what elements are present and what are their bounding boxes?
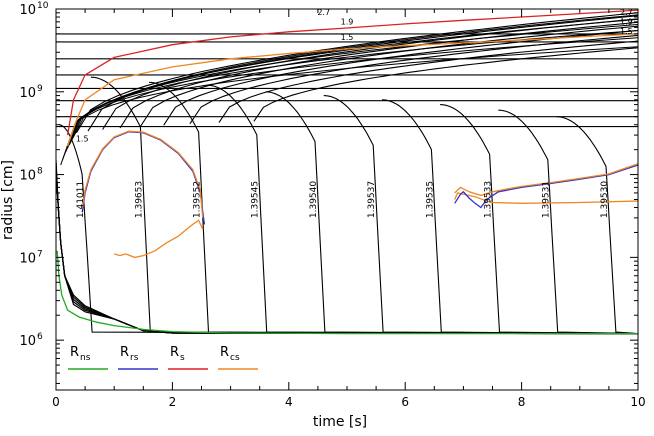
collapsing-shell-7	[440, 104, 638, 335]
shell-mass-label-6: 1.39535	[425, 181, 435, 218]
y-tick-label-10: 10	[19, 3, 36, 18]
collapsing-shell-0	[58, 124, 638, 335]
series-line-0-green	[56, 250, 638, 335]
early-shell-curve-5	[68, 46, 638, 145]
legend-label-cs: R	[220, 345, 229, 360]
y-axis-label: radius [cm]	[0, 160, 16, 240]
x-axis: 0 2 4 6 8 10	[52, 9, 646, 409]
x-tick-label-10: 10	[630, 395, 645, 409]
collapsing-shell-5	[323, 95, 638, 335]
y-tick-exponent-6: 6	[37, 332, 43, 342]
rising-shell-curve-0	[75, 12, 638, 134]
x-tick-label-4: 4	[285, 395, 293, 409]
y-tick-label-8: 10	[19, 169, 36, 184]
series-line-5-orange	[114, 219, 204, 259]
y-tick-label-6: 10	[19, 334, 36, 349]
data-lines: 1.41011 1.39653 1.39552 1.39545 1.39540 1.395…	[56, 8, 638, 335]
shell-mass-label-1: 1.39653	[134, 181, 144, 218]
shell-mass-label-2: 1.39552	[193, 181, 203, 218]
collapsing-shell-8	[498, 109, 638, 335]
series-line-6-orange	[454, 192, 638, 204]
y-tick-label-7: 10	[19, 251, 36, 266]
rising-shell-curve-7	[218, 40, 638, 123]
shell-mass-label-0: 1.41011	[76, 181, 86, 218]
collapsing-shell-1	[90, 76, 638, 335]
legend-subscript-cs: cs	[230, 353, 240, 363]
early-shell-curve-2	[63, 24, 638, 156]
early-shell-curve-4	[67, 37, 638, 149]
legend-label-rs: R	[120, 345, 129, 360]
series-line-8-orange	[454, 163, 638, 197]
shell-mass-label-4: 1.39540	[309, 181, 319, 218]
legend-subscript-rs: rs	[130, 353, 139, 363]
contour-label-5: 1.5	[620, 27, 633, 36]
rising-shell-curve-8	[253, 47, 638, 122]
x-tick-label-6: 6	[401, 395, 409, 409]
contour-label-2: 1.5	[341, 33, 354, 42]
contour-label-3: 2.7	[620, 8, 633, 17]
early-shell-curve-3	[65, 30, 638, 152]
contour-label-6: 1.5	[76, 135, 89, 144]
plot-area: 1.41011 1.39653 1.39552 1.39545 1.39540 1.395…	[56, 8, 638, 335]
contour-label-0: 2.7	[317, 8, 330, 17]
y-tick-exponent-10: 10	[37, 1, 49, 11]
rising-shell-curve-6	[189, 34, 638, 125]
x-tick-label-8: 8	[518, 395, 526, 409]
y-tick-exponent-7: 7	[37, 249, 43, 259]
shell-mass-label-5: 1.39537	[367, 181, 377, 218]
shell-mass-label-9: 1.39530	[600, 181, 610, 218]
rising-shell-curve-4	[139, 25, 638, 127]
legend-label-ns: R	[70, 345, 79, 360]
collapsing-shell-9	[556, 116, 638, 335]
series-line-7-blue	[454, 164, 638, 209]
collapsing-shell-4	[265, 91, 638, 335]
legend-subscript-ns: ns	[80, 353, 91, 363]
shell-mass-label-3: 1.39545	[251, 181, 261, 218]
series-line-4-orange	[81, 130, 204, 218]
y-tick-label-9: 10	[19, 86, 36, 101]
early-shell-curve-1	[61, 18, 638, 161]
legend-label-s: R	[170, 345, 179, 360]
rising-shell-curve-2	[102, 18, 638, 130]
legend-subscript-s: s	[180, 353, 185, 363]
y-tick-exponent-8: 8	[37, 167, 43, 177]
shell-mass-label-8: 1.39531	[542, 181, 552, 218]
collapsing-shell-3	[207, 84, 638, 335]
collapsing-shell-6	[381, 99, 638, 335]
shell-mass-label-7: 1.39533	[484, 181, 494, 218]
x-axis-label: time [s]	[313, 414, 367, 430]
contour-label-4: 1.9	[620, 17, 633, 26]
rising-shell-curve-1	[87, 15, 638, 132]
series-line-2-orange	[66, 33, 638, 147]
y-tick-exponent-9: 9	[37, 84, 43, 94]
contour-label-1: 1.9	[341, 17, 354, 26]
x-tick-label-2: 2	[169, 395, 177, 409]
core-contraction-curve-4	[56, 171, 638, 335]
x-tick-label-0: 0	[52, 395, 60, 409]
collapsing-shell-2	[149, 81, 638, 335]
